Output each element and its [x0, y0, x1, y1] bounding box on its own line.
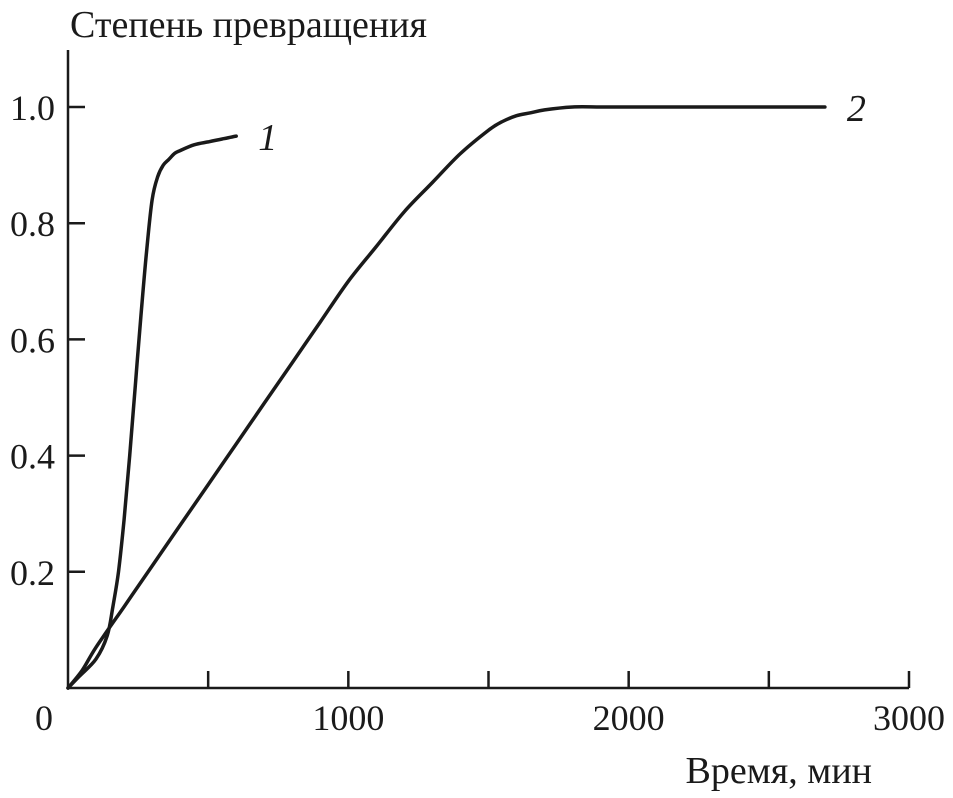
x-ticks: 0 1000 2000 3000 [35, 671, 945, 738]
series-labels: 12 [258, 88, 866, 159]
y-tick-label-0.4: 0.4 [10, 437, 55, 477]
y-axis-title: Степень превращения [70, 4, 427, 46]
x-tick-label-3000: 3000 [873, 698, 945, 738]
y-ticks: 0.2 0.4 0.6 0.8 1.0 [10, 88, 85, 593]
y-tick-label-0.6: 0.6 [10, 320, 55, 360]
y-tick-label-0.8: 0.8 [10, 204, 55, 244]
series-2-label: 2 [847, 88, 866, 130]
x-tick-label-1000: 1000 [312, 698, 384, 738]
x-tick-label-0: 0 [35, 698, 53, 738]
series-2-line [66, 105, 827, 690]
y-tick-label-1: 1.0 [10, 88, 55, 128]
series-1-line [66, 134, 238, 690]
x-axis-title: Время, мин [686, 750, 872, 792]
series-1-label: 1 [258, 117, 277, 159]
series-curves [66, 105, 827, 690]
y-tick-label-0.2: 0.2 [10, 553, 55, 593]
x-tick-label-2000: 2000 [593, 698, 665, 738]
